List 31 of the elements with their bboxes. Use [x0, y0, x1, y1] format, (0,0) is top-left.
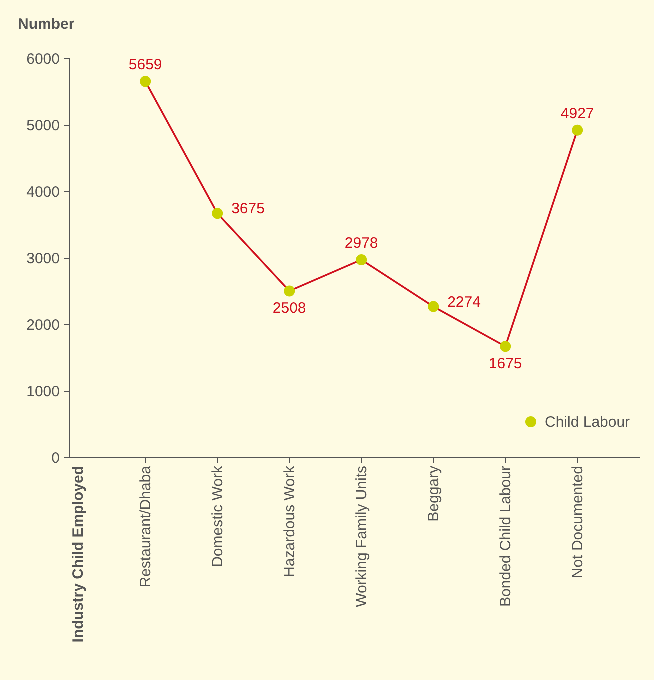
data-label: 4927 [560, 105, 594, 122]
point [500, 341, 512, 352]
y-tick-label: 5000 [26, 118, 60, 134]
point [140, 76, 152, 88]
point [356, 254, 368, 266]
x-tick-label: Bonded Child Labour [498, 466, 515, 607]
x-tick-label: Hazardous Work [282, 466, 299, 578]
x-tick-label: Beggary [426, 466, 443, 522]
data-label: 5659 [128, 56, 162, 74]
data-label: 1675 [488, 356, 522, 373]
y-tick-label: 1000 [26, 384, 60, 400]
y-tick-label: 0 [52, 450, 60, 467]
y-tick-label: 6000 [26, 51, 60, 68]
data-label: 2274 [448, 294, 481, 311]
point [428, 301, 440, 312]
point [572, 124, 584, 136]
x-tick-label: Working Family Units [354, 466, 371, 608]
x-tick-label: Not Documented [570, 466, 587, 579]
data-label: 2978 [344, 234, 378, 252]
x-tick-label: Domestic Work [210, 466, 227, 568]
point [284, 286, 296, 297]
point [212, 208, 224, 220]
text: Industry Child Employed [70, 466, 87, 643]
y-axis-title: Number [18, 16, 75, 33]
y-tick-label: 2000 [26, 317, 60, 334]
data-label: 2508 [272, 300, 306, 318]
data-label: 3675 [232, 200, 265, 218]
y-tick-label: 3000 [26, 250, 60, 268]
y-tick-label: 4000 [26, 184, 60, 201]
legend-label: Child Labour [545, 414, 630, 431]
x-tick-label: Restaurant/Dhaba [138, 465, 155, 588]
